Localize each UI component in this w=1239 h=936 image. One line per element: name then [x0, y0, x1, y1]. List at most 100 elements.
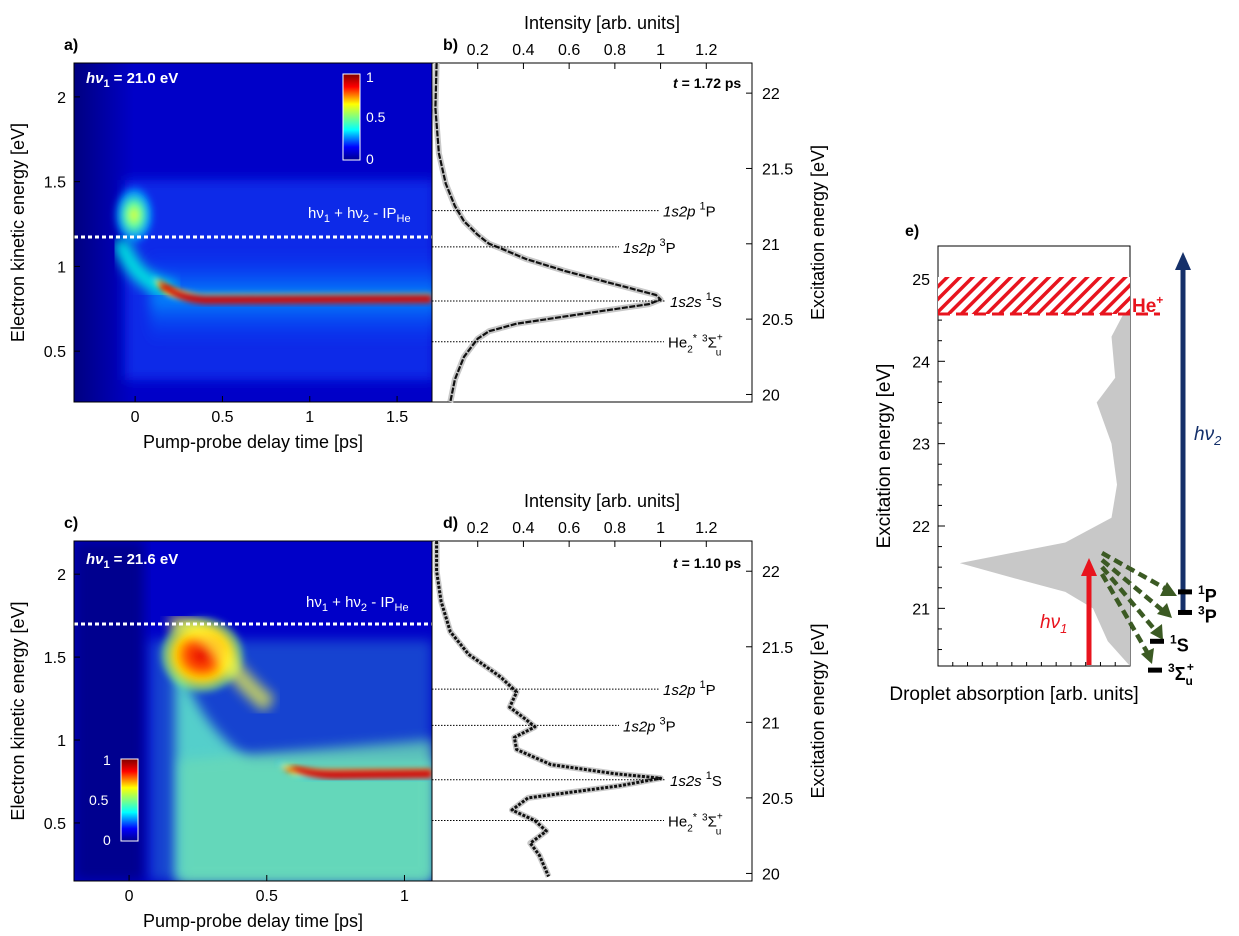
y-tick-label: 0.5	[44, 816, 66, 833]
y-tick-label: 1	[57, 259, 66, 276]
x-tick-label: 0.4	[512, 42, 534, 59]
y-axis-label: Excitation energy [eV]	[808, 623, 828, 798]
panel-a: a) 0 0.5 1 1.5 0.5 1 1.5 2 Pump-probe delay time…	[8, 37, 433, 452]
data-curve	[434, 62, 662, 403]
spectrum-d	[433, 541, 664, 878]
y-axis-label: Electron kinetic energy [eV]	[8, 601, 28, 820]
x-tick-label: 1.2	[695, 42, 717, 59]
energy-level-label: 1P	[1198, 583, 1217, 606]
colorbar-c-tick-min: 0	[103, 832, 111, 848]
state-label: He2* 3Σ+ u	[668, 812, 723, 838]
state-label: 1s2s 1S	[670, 291, 722, 311]
y-tick-label: 25	[912, 272, 930, 289]
hv1-label: hν1	[1040, 612, 1067, 636]
hv-label-a: hν1 = 21.0 eV	[86, 70, 178, 90]
state-labels-d: 1s2p 1P 1s2p 3P 1s2s 1S He2* 3Σ+ u	[432, 679, 723, 838]
x-tick-label: 1.5	[386, 409, 408, 426]
x-tick-label: 0.5	[256, 888, 278, 905]
y-tick-label: 2	[57, 90, 66, 107]
threshold-label-c: hν1 + hν2 - IPHe	[306, 594, 409, 614]
y-tick-label: 1	[57, 733, 66, 750]
panel-c: c) 0 0.5 1 0.5 1 1.5 2 Pump-probe delay time [p…	[8, 515, 433, 931]
state-labels-b: 1s2p 1P 1s2p 3P 1s2s 1S He2* 3Σ+ u	[432, 201, 723, 359]
y-tick-label: 0.5	[44, 344, 66, 361]
panel-a-label: a)	[64, 37, 78, 54]
panel-c-label: c)	[64, 515, 78, 532]
x-tick-label: 0.4	[512, 520, 534, 537]
colorbar-a-tick-min: 0	[366, 151, 374, 167]
panel-e: e) 21 22 23 24 25 Droplet absorption [arb. un…	[874, 223, 1222, 705]
hv2-arrow	[1175, 252, 1191, 610]
y-tick-label: 1.5	[44, 175, 66, 192]
state-label: 1s2s 1S	[670, 770, 722, 790]
colorbar-c-tick-max: 1	[103, 752, 111, 768]
y-tick-label: 20.5	[762, 791, 793, 808]
y-tick-label: 22	[762, 86, 780, 103]
colorbar-c-tick-mid: 0.5	[89, 792, 109, 808]
x-tick-label: 0.8	[604, 42, 626, 59]
relaxation-arrows	[1100, 551, 1170, 654]
absorption-area-e	[959, 246, 1130, 666]
x-tick-label: 0.8	[604, 520, 626, 537]
x-tick-label: 1	[656, 520, 665, 537]
y-tick-label: 20	[762, 866, 780, 883]
panel-b: b) 0.2 0.4 0.6 0.8 1 1.2 20 20.5 21 21.5 22 Intensi…	[431, 13, 828, 404]
relaxation-arrowheads	[1141, 582, 1177, 664]
colorbar-a-tick-max: 1	[366, 69, 374, 85]
x-tick-label: 0.6	[558, 520, 580, 537]
time-label-b: t = 1.72 ps	[673, 75, 741, 91]
panel-e-label: e)	[905, 223, 919, 240]
state-label: 1s2p 1P	[663, 201, 716, 221]
ion-continuum-band	[938, 277, 1130, 314]
x-tick-label: 0	[131, 409, 140, 426]
y-tick-label: 1.5	[44, 650, 66, 667]
spectrum-b	[432, 62, 664, 403]
energy-level-label: 1S	[1170, 632, 1189, 655]
x-axis-label: Droplet absorption [arb. units]	[889, 684, 1138, 705]
state-label: 1s2p 3P	[623, 237, 676, 257]
x-tick-label: 1	[656, 42, 665, 59]
x-axis-label: Pump-probe delay time [ps]	[143, 432, 363, 452]
axes-d: 0.2 0.4 0.6 0.8 1 1.2 20 20.5 21 21.5 22 Intensity …	[467, 491, 828, 883]
panel-d-label: d)	[443, 515, 458, 532]
data-curve	[435, 541, 663, 878]
x-tick-label: 0	[125, 888, 134, 905]
hv-label-c: hν1 = 21.6 eV	[86, 551, 178, 571]
heatmap-a-initial-spot	[112, 183, 156, 247]
x-tick-label: 0.6	[558, 42, 580, 59]
y-tick-label: 2	[57, 567, 66, 584]
panel-d: d) 0.2 0.4 0.6 0.8 1 1.2 20 20.5 21 21.5 22 Intensi…	[431, 491, 828, 883]
y-tick-label: 23	[912, 437, 930, 454]
x-tick-label: 1.2	[695, 520, 717, 537]
energy-level-label: 3Σu+	[1168, 660, 1194, 688]
x-axis-label: Intensity [arb. units]	[524, 491, 680, 511]
x-tick-label: 0.2	[467, 520, 489, 537]
threshold-label-a: hν1 + hν2 - IPHe	[308, 205, 411, 225]
y-axis-label: Excitation energy [eV]	[874, 364, 895, 549]
y-tick-label: 22	[912, 519, 930, 536]
state-label: 1s2p 1P	[663, 679, 716, 699]
hv2-label: hν2	[1194, 424, 1222, 448]
time-label-d: t = 1.10 ps	[673, 555, 741, 571]
x-tick-label: 1	[400, 888, 409, 905]
y-axis-label: Electron kinetic energy [eV]	[8, 123, 28, 342]
y-tick-label: 21	[762, 237, 780, 254]
axes-e: 21 22 23 24 25 Droplet absorption [arb. units…	[874, 272, 1139, 705]
x-tick-label: 0.2	[467, 42, 489, 59]
heatmap-c-1s2s-band	[290, 765, 432, 779]
y-tick-label: 20	[762, 387, 780, 404]
colorbar-a: 1 0.5 0	[342, 69, 386, 167]
state-label: He2* 3Σ+ u	[668, 333, 723, 359]
heatmap-c-initial-spot	[158, 615, 246, 695]
x-tick-label: 1	[305, 409, 314, 426]
state-label: 1s2p 3P	[623, 715, 676, 735]
x-axis-label: Intensity [arb. units]	[524, 13, 680, 33]
y-tick-label: 22	[762, 564, 780, 581]
heatmap-a-1s2s-band	[158, 278, 432, 304]
axes-b: 0.2 0.4 0.6 0.8 1 1.2 20 20.5 21 21.5 22 Intensity …	[467, 13, 828, 404]
hv1-arrow	[1081, 558, 1097, 665]
x-axis-label: Pump-probe delay time [ps]	[143, 911, 363, 931]
colorbar-c: 1 0.5 0	[89, 752, 139, 848]
